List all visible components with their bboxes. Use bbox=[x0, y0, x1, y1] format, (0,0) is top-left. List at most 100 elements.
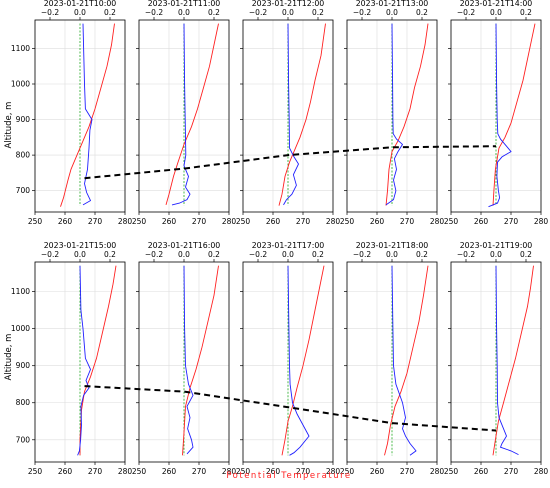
pbl-height-curve bbox=[84, 385, 497, 432]
x-tick-label: 280 bbox=[534, 467, 549, 476]
x-tick-label: 270 bbox=[192, 467, 207, 476]
pbl-height-curve bbox=[84, 145, 497, 180]
x-tick-label: 280 bbox=[326, 217, 341, 226]
top-tick-label: 0.2 bbox=[208, 250, 220, 259]
y-tick-label: 1100 bbox=[11, 287, 30, 296]
theta-profile-line bbox=[492, 23, 536, 206]
x-axis-label-bottom: Potential Temperature bbox=[226, 471, 351, 481]
wind-profile-line bbox=[488, 23, 512, 208]
top-tick-label: 0.2 bbox=[416, 250, 428, 259]
theta-profile-line bbox=[79, 265, 117, 456]
wind-profile-line bbox=[183, 265, 194, 455]
x-tick-label: 280 bbox=[326, 467, 341, 476]
x-tick-label: 270 bbox=[192, 217, 207, 226]
y-tick-label: 900 bbox=[16, 115, 31, 124]
top-tick-label: 0.0 bbox=[490, 8, 502, 17]
top-tick-label: −0.2 bbox=[249, 8, 267, 17]
x-tick-label: 280 bbox=[222, 217, 237, 226]
x-tick-label: 250 bbox=[236, 217, 251, 226]
pbl-layer bbox=[84, 145, 497, 432]
wind-profile-line bbox=[82, 23, 93, 206]
theta-profile-line bbox=[278, 23, 326, 206]
x-tick-label: 270 bbox=[400, 217, 415, 226]
x-tick-label: 270 bbox=[88, 467, 103, 476]
x-tick-label: 280 bbox=[430, 217, 445, 226]
top-tick-label: −0.2 bbox=[145, 250, 163, 259]
x-tick-label: 260 bbox=[474, 467, 489, 476]
y-tick-label: 900 bbox=[16, 361, 31, 370]
x-tick-label: 270 bbox=[504, 467, 519, 476]
x-tick-label: 270 bbox=[400, 467, 415, 476]
x-tick-label: 250 bbox=[28, 217, 43, 226]
wind-profile-line bbox=[391, 265, 417, 456]
top-tick-label: 0.0 bbox=[178, 250, 190, 259]
y-tick-label: 1100 bbox=[11, 44, 30, 53]
y-tick-label: 700 bbox=[16, 435, 31, 444]
top-tick-label: −0.2 bbox=[457, 8, 475, 17]
top-tick-label: −0.2 bbox=[457, 250, 475, 259]
x-tick-label: 250 bbox=[28, 467, 43, 476]
top-tick-label: 0.0 bbox=[282, 8, 294, 17]
panel-title: 2023-01-21T18:00 bbox=[356, 241, 429, 250]
x-tick-label: 250 bbox=[340, 467, 355, 476]
top-tick-label: −0.2 bbox=[41, 8, 59, 17]
x-tick-label: 270 bbox=[88, 217, 103, 226]
x-tick-label: 260 bbox=[162, 467, 177, 476]
top-tick-label: 0.2 bbox=[312, 250, 324, 259]
x-tick-label: 280 bbox=[430, 467, 445, 476]
top-tick-label: 0.0 bbox=[74, 8, 86, 17]
y-axis-label-bottom: Altitude, m bbox=[4, 334, 14, 381]
panel-title: 2023-01-21T12:00 bbox=[252, 0, 325, 8]
theta-profile-line bbox=[60, 23, 115, 207]
x-tick-label: 250 bbox=[132, 217, 147, 226]
panel-title: 2023-01-21T15:00 bbox=[44, 241, 117, 250]
panel-title: 2023-01-21T16:00 bbox=[148, 241, 221, 250]
panel-title: 2023-01-21T13:00 bbox=[356, 0, 429, 8]
x-tick-label: 270 bbox=[296, 467, 311, 476]
x-tick-label: 260 bbox=[58, 217, 73, 226]
theta-profile-line bbox=[492, 265, 534, 456]
x-tick-label: 250 bbox=[340, 217, 355, 226]
top-tick-label: −0.2 bbox=[353, 8, 371, 17]
y-tick-label: 1000 bbox=[11, 324, 30, 333]
top-tick-label: −0.2 bbox=[41, 250, 59, 259]
x-tick-label: 280 bbox=[222, 467, 237, 476]
x-tick-label: 260 bbox=[266, 217, 281, 226]
x-tick-label: 250 bbox=[236, 467, 251, 476]
top-tick-label: 0.2 bbox=[520, 8, 532, 17]
top-tick-label: 0.0 bbox=[386, 250, 398, 259]
wind-profile-line bbox=[171, 23, 191, 206]
top-tick-label: 0.0 bbox=[74, 250, 86, 259]
x-tick-label: 260 bbox=[474, 217, 489, 226]
y-tick-label: 800 bbox=[16, 151, 31, 160]
top-tick-label: 0.2 bbox=[208, 8, 220, 17]
panel-layer: 250 260 270 280−0.2 0.0 0.22023-01-21T10:0070… bbox=[11, 0, 548, 476]
panel-title: 2023-01-21T11:00 bbox=[148, 0, 221, 8]
wind-profile-line bbox=[283, 23, 300, 206]
x-tick-label: 260 bbox=[370, 217, 385, 226]
top-tick-label: −0.2 bbox=[353, 250, 371, 259]
x-tick-label: 250 bbox=[444, 217, 459, 226]
x-tick-label: 280 bbox=[118, 217, 133, 226]
panel-title: 2023-01-21T17:00 bbox=[252, 241, 325, 250]
wind-profile-line bbox=[287, 265, 310, 456]
x-tick-label: 260 bbox=[370, 467, 385, 476]
top-tick-label: 0.0 bbox=[178, 8, 190, 17]
y-tick-label: 800 bbox=[16, 398, 31, 407]
x-tick-label: 260 bbox=[58, 467, 73, 476]
wind-profile-line bbox=[495, 265, 519, 456]
top-tick-label: 0.2 bbox=[312, 8, 324, 17]
x-tick-label: 270 bbox=[296, 217, 311, 226]
theta-profile-line bbox=[384, 265, 429, 456]
